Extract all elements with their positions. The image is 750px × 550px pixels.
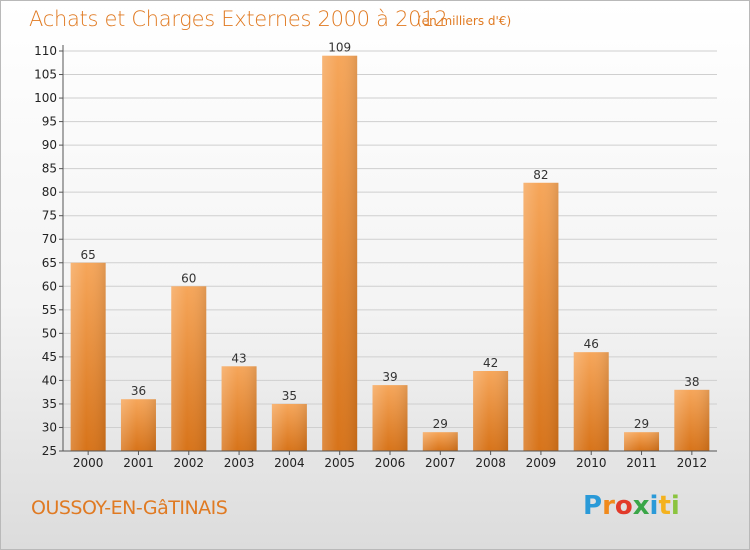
y-tick-label: 105 — [34, 68, 57, 82]
y-tick-label: 80 — [42, 185, 57, 199]
y-tick-label: 90 — [42, 138, 57, 152]
proxiti-logo: Proxiti — [583, 491, 680, 521]
x-tick-label: 2000 — [73, 456, 104, 470]
bar-shade — [523, 182, 559, 451]
bar-shade — [221, 366, 257, 451]
y-tick-label: 45 — [42, 350, 57, 364]
x-tick-label: 2011 — [626, 456, 657, 470]
y-tick-label: 85 — [42, 162, 57, 176]
y-tick-label: 75 — [42, 209, 57, 223]
value-label: 39 — [382, 370, 397, 384]
value-label: 43 — [231, 351, 246, 365]
y-tick-label: 70 — [42, 232, 57, 246]
y-tick-label: 50 — [42, 326, 57, 340]
value-label: 29 — [433, 417, 448, 431]
bar-shade — [473, 371, 509, 451]
bar-shade — [322, 55, 358, 452]
x-tick-label: 2003 — [224, 456, 255, 470]
y-tick-label: 65 — [42, 256, 57, 270]
value-label: 38 — [684, 375, 699, 389]
value-label: 109 — [328, 41, 351, 55]
x-tick-label: 2002 — [173, 456, 204, 470]
y-tick-label: 30 — [42, 420, 57, 434]
value-labels: 65 36 60 43 35 109 39 29 42 82 46 29 38 — [81, 41, 700, 431]
value-label: 60 — [181, 271, 196, 285]
value-label: 42 — [483, 356, 498, 370]
x-tick-label: 2012 — [677, 456, 708, 470]
bar-shade — [70, 262, 106, 451]
value-label: 82 — [533, 168, 548, 182]
value-label: 29 — [634, 417, 649, 431]
y-tick-label: 40 — [42, 373, 57, 387]
bar-shade — [171, 286, 207, 451]
commune-name: OUSSOY-EN-GâTINAIS — [31, 497, 228, 519]
x-tick-label: 2008 — [475, 456, 506, 470]
value-label: 65 — [81, 248, 96, 262]
bar-shade — [624, 432, 660, 451]
x-tick-label: 2001 — [123, 456, 154, 470]
chart-subtitle: (en milliers d'€) — [417, 14, 512, 28]
value-label: 36 — [131, 384, 146, 398]
bar-shade — [573, 352, 609, 451]
x-tick-label: 2010 — [576, 456, 607, 470]
value-label: 46 — [584, 337, 599, 351]
y-tick-label: 100 — [34, 91, 57, 105]
value-label: 35 — [282, 389, 297, 403]
bar-shade — [271, 403, 307, 451]
bar-shade — [422, 432, 458, 451]
x-tick-label: 2006 — [375, 456, 406, 470]
y-tick-label: 35 — [42, 397, 57, 411]
x-tick-label: 2004 — [274, 456, 305, 470]
y-tick-label: 60 — [42, 279, 57, 293]
x-tick-label: 2007 — [425, 456, 456, 470]
x-axis: 2000 2001 2002 2003 2004 2005 2006 2007 2008 2009… — [63, 450, 717, 470]
y-tick-label: 110 — [34, 44, 57, 58]
bar-shade — [120, 399, 156, 451]
y-tick-label: 25 — [42, 444, 57, 458]
x-tick-label: 2005 — [324, 456, 355, 470]
y-tick-label: 55 — [42, 303, 57, 317]
chart-title: Achats et Charges Externes 2000 à 2012 — [29, 7, 448, 31]
bars — [70, 55, 710, 452]
y-tick-label: 95 — [42, 115, 57, 129]
x-tick-label: 2009 — [526, 456, 557, 470]
bar-shade — [674, 389, 710, 451]
bar-shade — [372, 385, 408, 451]
y-axis: 25 30 35 40 45 50 55 60 65 70 75 80 85 90 95 100 105 110 — [34, 44, 64, 458]
